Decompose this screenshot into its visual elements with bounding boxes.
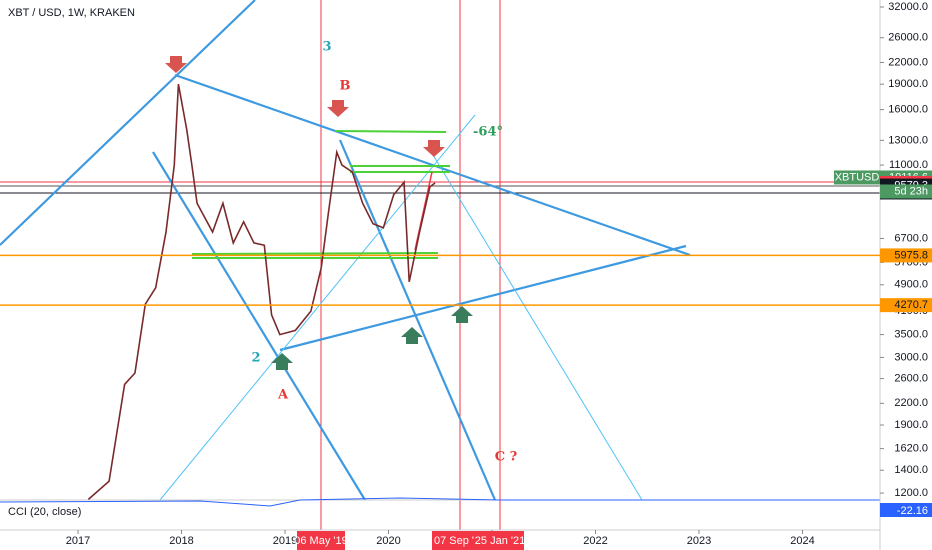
price-tag-label: 5975.8 (894, 249, 928, 261)
x-tick-label: 2023 (687, 535, 711, 547)
pane (0, 0, 880, 530)
countdown-bg (880, 184, 932, 199)
symbol-tag: XBTUSD (835, 171, 880, 183)
annotation: A (277, 388, 289, 403)
y-tick-label: 3500.0 (894, 329, 928, 341)
date-label: 06 May '19 (294, 535, 347, 547)
y-tick-label: 4900.0 (894, 279, 928, 291)
y-tick-label: 6700.0 (894, 232, 928, 244)
chart-title: XBT / USD, 1W, KRAKEN (8, 7, 135, 19)
annotation: C ? (495, 450, 518, 465)
y-tick-label: 11000.0 (889, 159, 928, 171)
x-tick-label: 2019 (273, 535, 297, 547)
countdown: 5d 23h (894, 185, 928, 197)
annotation: 2 (251, 351, 260, 366)
date-label-bg (297, 531, 345, 550)
price-line (87, 84, 436, 500)
y-tick-label: 1900.0 (894, 419, 928, 431)
y-tick-label: 22000.0 (888, 56, 928, 68)
y-tick-label: 1200.0 (894, 487, 928, 499)
down-arrows (165, 56, 445, 157)
price-tag (880, 298, 932, 313)
up-arrows (271, 306, 473, 370)
y-tick-label: 1620.0 (894, 443, 928, 455)
y-tick-label: 26000.0 (888, 32, 928, 44)
y-tick-label: 2200.0 (894, 397, 928, 409)
y-tick-label: 19000.0 (888, 78, 928, 90)
y-tick-label: 32000.0 (888, 1, 928, 13)
symbol-tag-bg (834, 170, 880, 185)
thin-lines (159, 114, 643, 501)
date-label: 07 Sep ' (434, 535, 474, 547)
y-tick-label: 1400.0 (894, 464, 928, 476)
x-tick-label: 2022 (583, 535, 607, 547)
y-tick-label: 3000.0 (894, 351, 928, 363)
price-tag (880, 248, 932, 263)
price-tag-label: 4270.7 (894, 299, 928, 311)
annotation: -64° (473, 125, 503, 140)
date-label-bg (432, 531, 476, 550)
y-tick-label: 2600.0 (894, 373, 928, 385)
indicator-name: CCI (20, close) (8, 506, 81, 518)
annotation: 3 (322, 40, 331, 55)
cci-line (0, 497, 880, 507)
y-tick-label: 16000.0 (888, 104, 928, 116)
x-tick-label: 2024 (790, 535, 814, 547)
date-label: 25 Jan '21 (475, 535, 525, 547)
annotation: B (340, 79, 351, 94)
y-tick-label: 13000.0 (888, 134, 928, 146)
x-tick-label: 2017 (66, 535, 90, 547)
indicator-value: -22.16 (897, 505, 928, 517)
indicator-tag (880, 503, 932, 517)
x-tick-label: 2020 (376, 535, 400, 547)
trend-lines (0, 0, 691, 501)
date-label-bg (476, 531, 524, 550)
x-tick-label: 2018 (169, 535, 193, 547)
green-lines (191, 130, 450, 259)
